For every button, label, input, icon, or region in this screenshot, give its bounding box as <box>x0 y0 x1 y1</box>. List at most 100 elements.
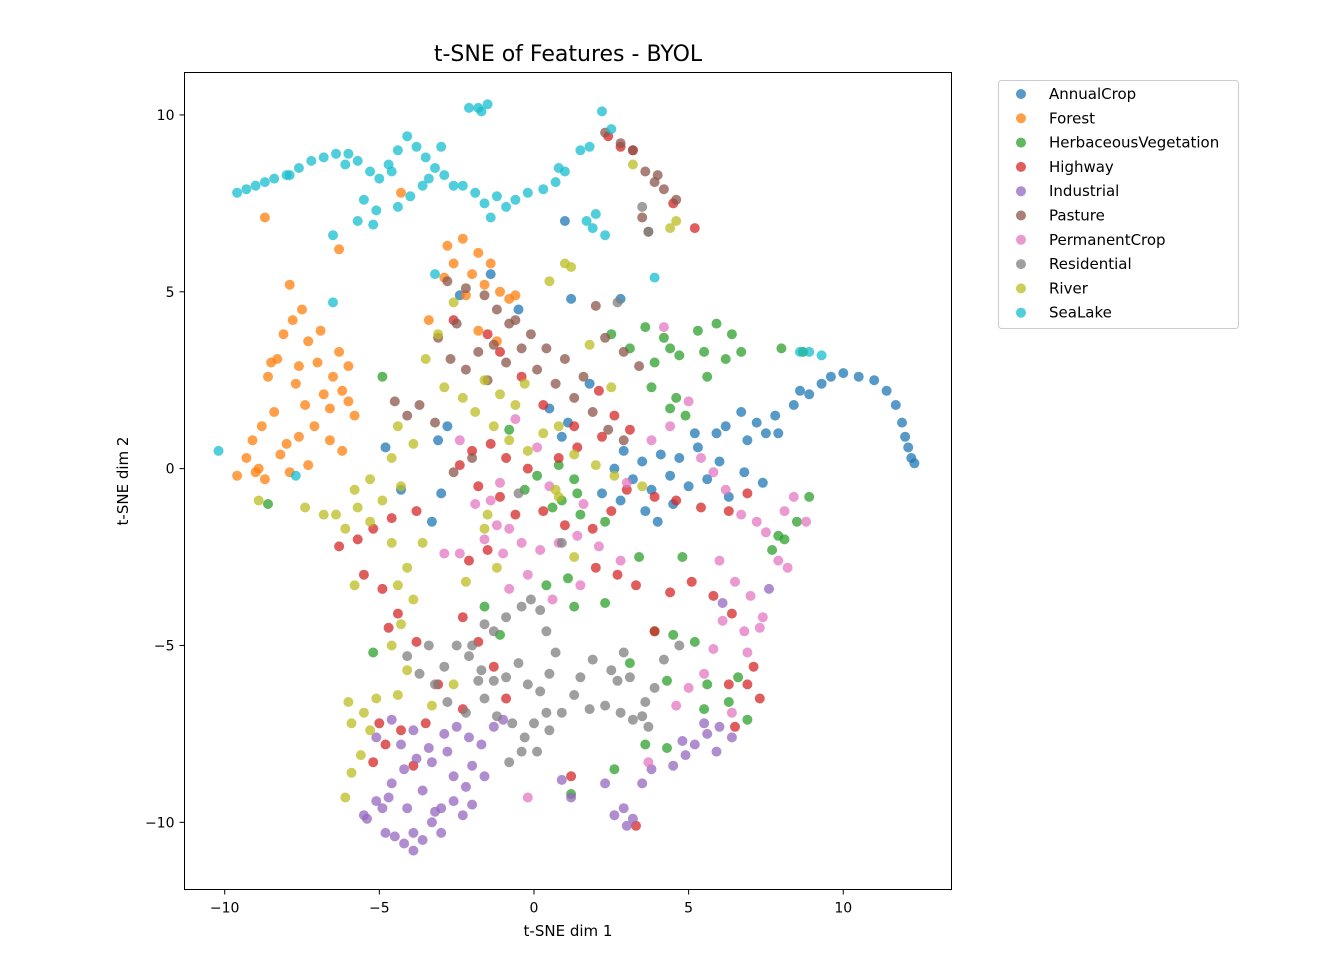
point-Residential-18 <box>430 679 440 690</box>
point-Forest-39 <box>442 240 453 251</box>
point-PermanentCrop-19 <box>504 523 515 534</box>
point-Residential-46 <box>612 675 623 686</box>
point-AnnualCrop-16 <box>720 421 731 432</box>
point-PermanentCrop-34 <box>773 555 784 566</box>
point-HerbaceousVegetation-22 <box>532 470 543 481</box>
x-tick-label: 5 <box>684 901 693 917</box>
point-Industrial-28 <box>408 725 419 736</box>
point-Industrial-34 <box>460 781 471 792</box>
point-Industrial-29 <box>386 714 397 725</box>
point-Residential-49 <box>674 640 685 651</box>
point-Pasture-16 <box>559 354 570 364</box>
point-Industrial-51 <box>726 732 737 743</box>
point-Industrial-5 <box>426 817 437 828</box>
point-Highway-4 <box>689 223 700 234</box>
point-Industrial-43 <box>621 820 632 831</box>
point-Industrial-18 <box>423 743 434 753</box>
legend-label-River: River <box>1049 279 1089 297</box>
point-Forest-30 <box>266 357 277 368</box>
point-Forest-8 <box>328 371 338 382</box>
point-Highway-37 <box>631 580 641 591</box>
point-Residential-16 <box>451 640 462 651</box>
point-AnnualCrop-27 <box>618 445 629 456</box>
point-River-59 <box>346 718 357 729</box>
point-HerbaceousVegetation-44 <box>723 697 734 707</box>
point-Highway-44 <box>334 541 345 552</box>
point-SeaLake-34 <box>510 194 521 205</box>
point-River-36 <box>402 665 413 676</box>
point-SeaLake-23 <box>392 201 403 212</box>
point-Residential-7 <box>550 647 561 658</box>
point-River-28 <box>349 484 360 495</box>
point-Forest-14 <box>247 435 258 446</box>
point-Pasture-3 <box>640 166 651 177</box>
point-Forest-29 <box>334 346 345 357</box>
point-River-37 <box>392 690 403 700</box>
point-Pasture-37 <box>600 332 611 343</box>
point-Highway-18 <box>501 453 512 463</box>
point-SeaLake-49 <box>476 106 487 117</box>
point-Residential-6 <box>541 626 552 637</box>
point-Highway-65 <box>665 587 676 598</box>
point-Residential-51 <box>637 201 648 212</box>
point-PermanentCrop-6 <box>498 548 509 559</box>
point-River-43 <box>340 792 351 803</box>
point-Industrial-7 <box>448 796 459 807</box>
point-Highway-25 <box>538 506 549 517</box>
point-Highway-11 <box>593 385 604 396</box>
point-Highway-29 <box>621 484 632 495</box>
point-Residential-24 <box>519 732 530 743</box>
series-HerbaceousVegetation <box>263 318 815 799</box>
point-PermanentCrop-15 <box>504 583 515 594</box>
point-Pasture-40 <box>448 467 459 478</box>
point-River-13 <box>538 428 549 439</box>
point-SeaLake-26 <box>352 216 363 226</box>
point-Industrial-33 <box>479 771 490 782</box>
point-PermanentCrop-13 <box>575 580 586 591</box>
point-Residential-3 <box>516 601 527 612</box>
point-Residential-4 <box>525 594 536 605</box>
point-Highway-31 <box>671 495 682 506</box>
point-Forest-34 <box>281 438 292 449</box>
point-HerbaceousVegetation-47 <box>662 743 672 753</box>
point-HerbaceousVegetation-34 <box>569 601 580 612</box>
point-Forest-41 <box>473 247 484 258</box>
point-SeaLake-27 <box>368 219 379 230</box>
y-axis: −10 −5 0 5 10 <box>145 108 185 831</box>
point-Pasture-5 <box>658 184 669 195</box>
point-SeaLake-3 <box>259 177 270 188</box>
point-SeaLake-24 <box>371 205 382 216</box>
point-Industrial-3 <box>408 845 419 856</box>
point-River-60 <box>606 382 617 393</box>
point-AnnualCrop-18 <box>825 371 836 382</box>
point-Pasture-14 <box>525 329 536 340</box>
point-River-25 <box>352 502 363 513</box>
point-Residential-39 <box>414 668 425 679</box>
point-Industrial-27 <box>426 757 437 768</box>
point-Residential-26 <box>544 725 555 736</box>
point-HerbaceousVegetation-10 <box>699 346 710 357</box>
point-Residential-42 <box>504 757 515 768</box>
point-River-9 <box>470 407 481 417</box>
point-Industrial-39 <box>600 778 611 789</box>
point-Industrial-16 <box>399 764 410 775</box>
point-SeaLake-28 <box>328 230 338 241</box>
legend-marker-Forest <box>1016 113 1026 124</box>
point-Industrial-21 <box>464 732 474 743</box>
point-Industrial-25 <box>467 760 478 771</box>
series-River <box>253 159 682 803</box>
point-Pasture-1 <box>615 138 626 149</box>
point-Highway-53 <box>501 693 512 704</box>
point-HerbaceousVegetation-4 <box>674 350 685 361</box>
point-Industrial-22 <box>476 739 487 750</box>
point-River-33 <box>408 594 419 605</box>
point-River-46 <box>479 523 490 534</box>
point-SeaLake-66 <box>590 209 601 219</box>
point-AnnualCrop-2 <box>869 375 880 386</box>
point-SeaLake-6 <box>293 163 304 173</box>
point-AnnualCrop-26 <box>637 456 648 467</box>
point-Industrial-1 <box>389 831 400 842</box>
point-SeaLake-13 <box>374 173 385 184</box>
point-Industrial-46 <box>668 760 679 771</box>
point-Forest-26 <box>250 467 261 478</box>
